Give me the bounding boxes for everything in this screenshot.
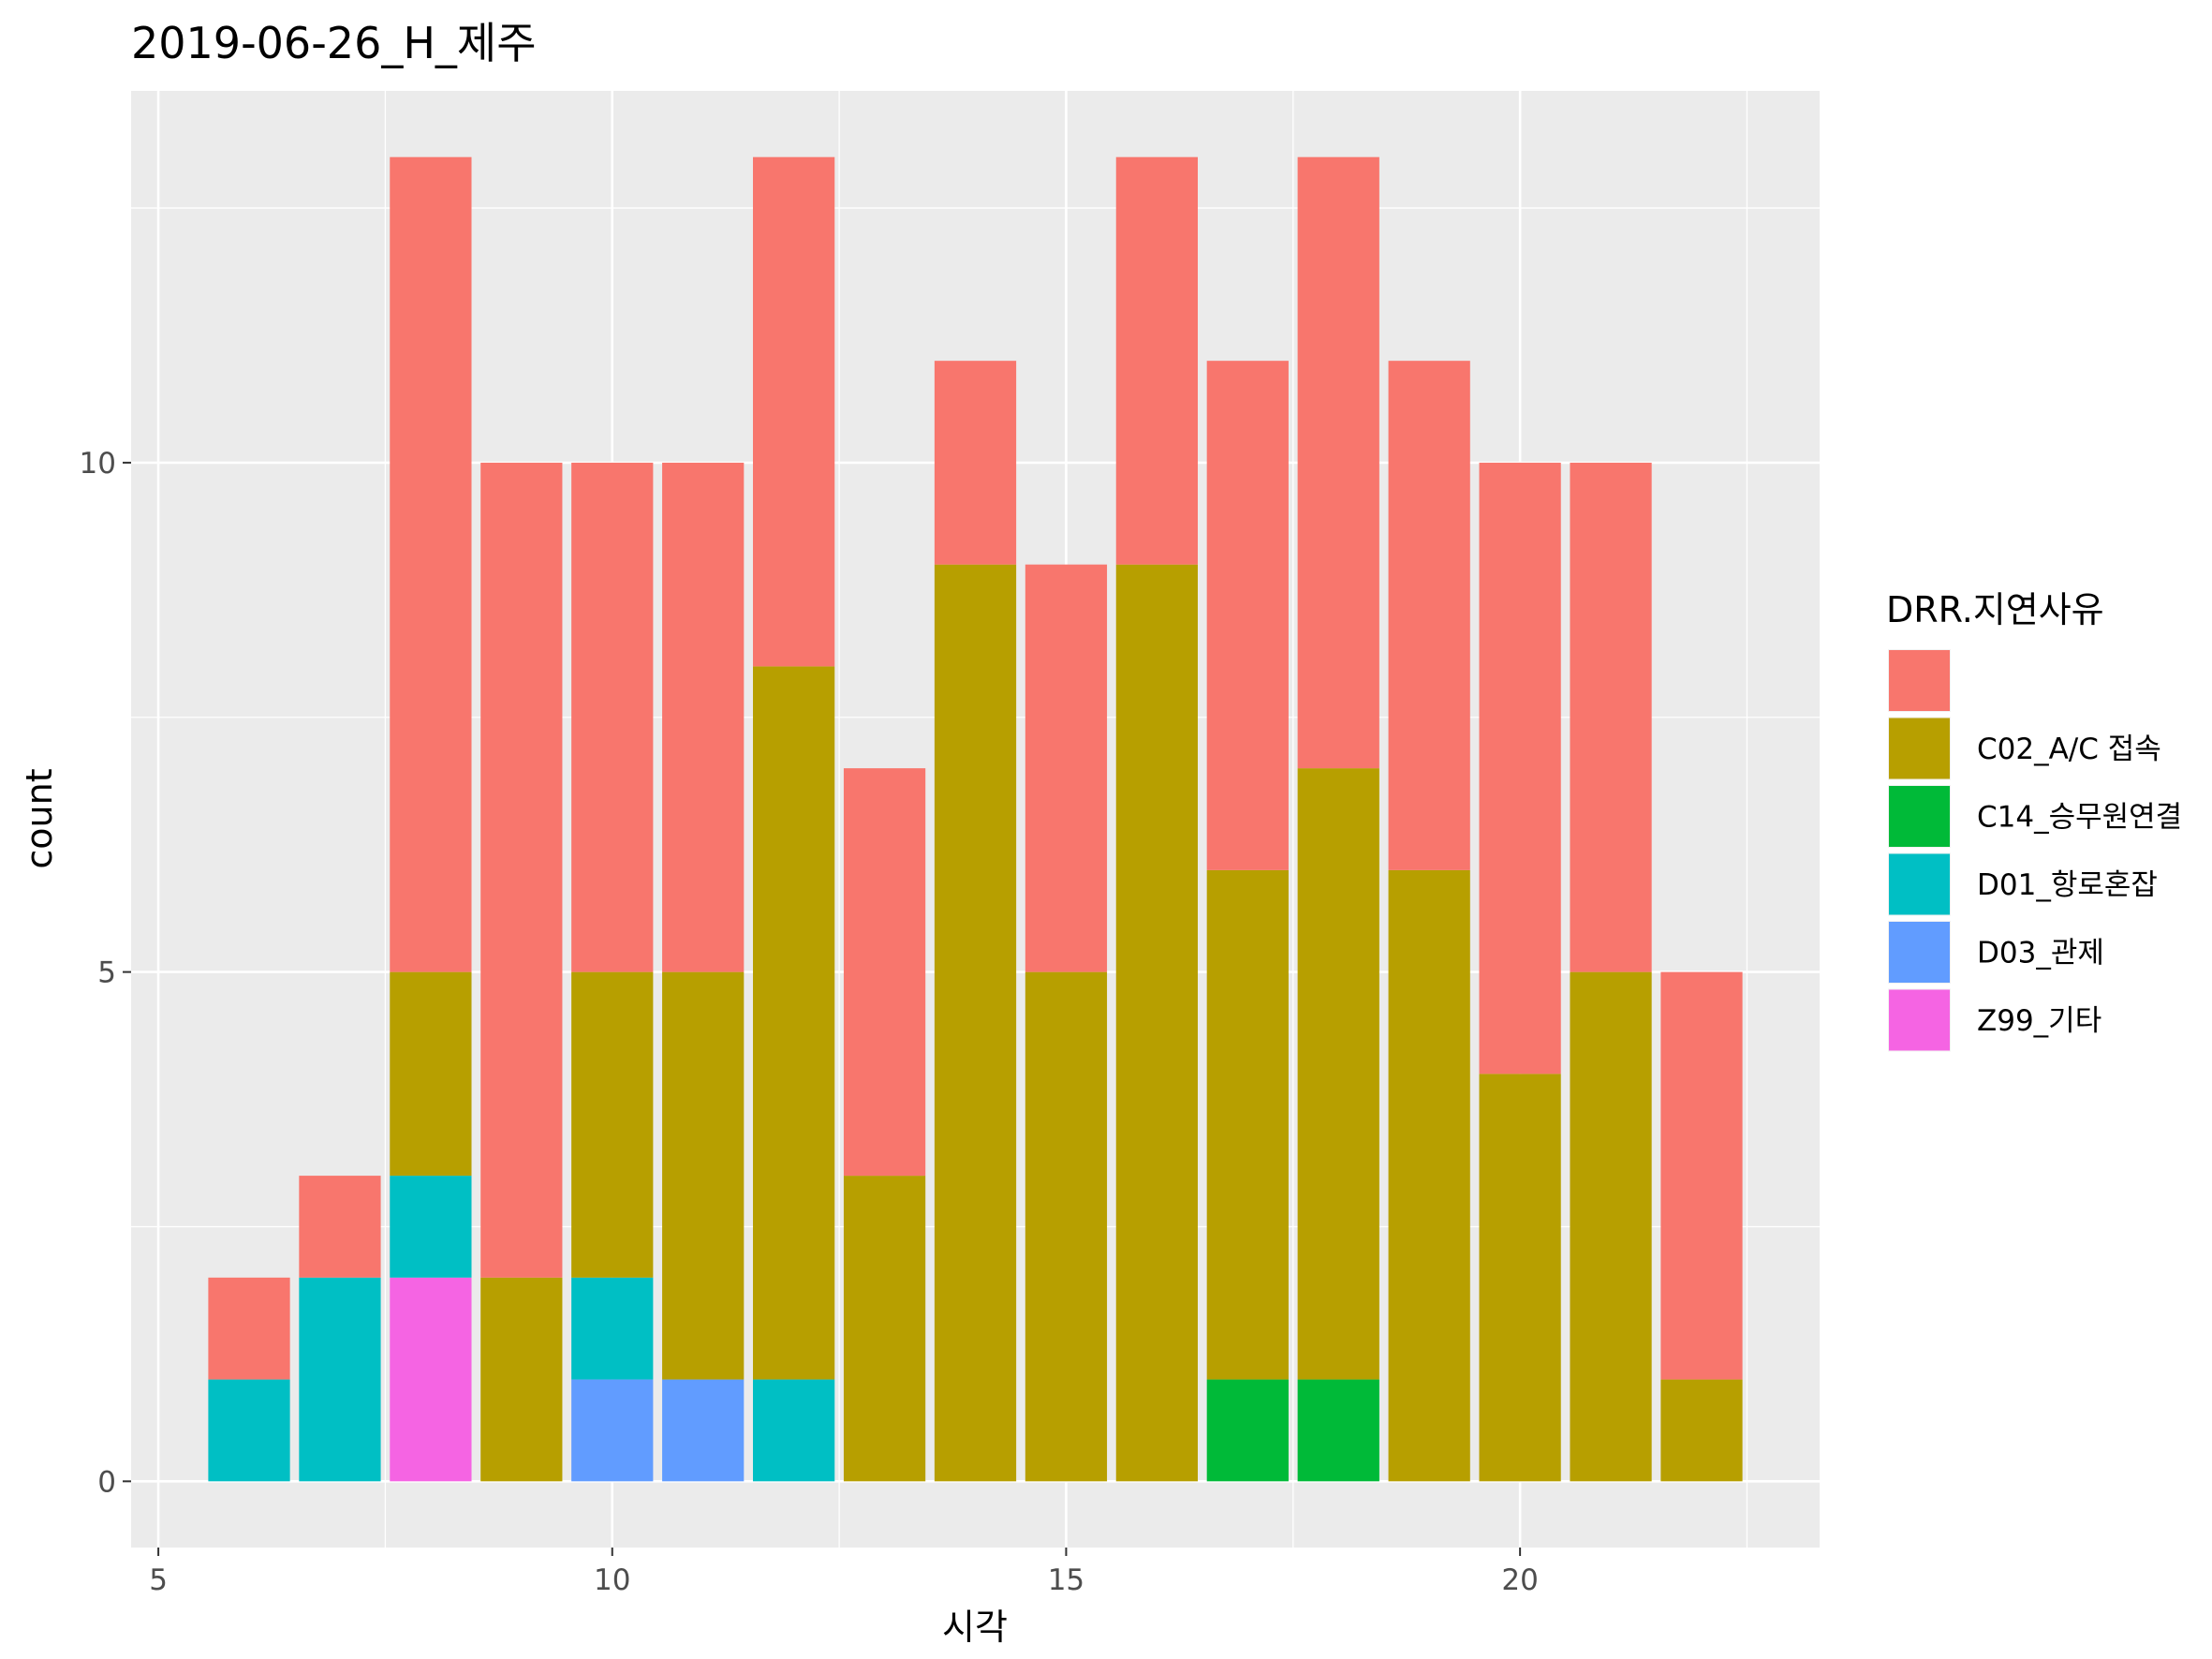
bar-segment <box>1479 462 1561 1074</box>
bar-segment <box>571 1277 654 1380</box>
bar-segment <box>662 462 745 972</box>
bar-segment <box>571 462 654 972</box>
bar-segment <box>753 156 835 667</box>
bar-segment <box>390 156 472 972</box>
bar-segment <box>480 1277 563 1482</box>
legend: DRR.지연사유 C02_A/C 접속 C14_승무원연결 D01_항로혼잡 D03_… <box>1886 589 2182 1052</box>
bar-segment <box>1206 1379 1289 1482</box>
bar-segment <box>1388 361 1470 870</box>
bar-segment <box>480 462 563 1278</box>
x-axis: 5 10 15 20 <box>149 1548 1539 1597</box>
bar-segment <box>1025 564 1108 972</box>
bar-segment <box>1297 768 1379 1380</box>
y-tick-label: 10 <box>80 447 116 481</box>
y-axis: 0 5 10 <box>80 447 131 1499</box>
bar-segment <box>1570 462 1652 972</box>
bar-segment <box>1115 564 1198 1482</box>
bar-segment <box>1660 1379 1743 1482</box>
legend-swatch <box>1889 718 1950 779</box>
legend-label: C14_승무원연결 <box>1977 801 2182 835</box>
legend-swatch <box>1889 989 1950 1051</box>
bar-segment <box>1025 971 1108 1482</box>
bar-segment <box>299 1176 381 1278</box>
y-tick-label: 5 <box>97 956 116 990</box>
bar-segment <box>1206 361 1289 870</box>
bar-segment <box>1297 156 1379 769</box>
y-tick-label: 0 <box>97 1465 116 1499</box>
legend-label: D03_관제 <box>1977 937 2104 970</box>
legend-label: Z99_기타 <box>1977 1004 2101 1038</box>
legend-swatch <box>1889 650 1950 711</box>
bar-segment <box>934 564 1017 1482</box>
legend-label: D01_항로혼잡 <box>1977 868 2158 902</box>
bar-segment <box>571 971 654 1278</box>
bar-segment <box>390 1176 472 1278</box>
bar-segment <box>299 1277 381 1482</box>
legend-title: DRR.지연사유 <box>1886 589 2104 630</box>
x-tick-label: 15 <box>1048 1563 1084 1597</box>
bar-segment <box>1570 971 1652 1482</box>
bar-segment <box>934 361 1017 565</box>
bar-segment <box>843 1176 926 1482</box>
y-axis-title: count <box>19 768 60 868</box>
bar-segment <box>208 1379 290 1482</box>
bar-segment <box>208 1277 290 1380</box>
bar-segment <box>1660 971 1743 1380</box>
x-tick-label: 5 <box>149 1563 168 1597</box>
bar-segment <box>571 1379 654 1482</box>
bar-segment <box>1388 869 1470 1482</box>
bar-segment <box>753 1379 835 1482</box>
chart-title: 2019-06-26_H_제주 <box>131 18 537 68</box>
legend-swatch <box>1889 853 1950 915</box>
bar-segment <box>1206 869 1289 1380</box>
legend-swatch <box>1889 922 1950 983</box>
bar-segment <box>662 971 745 1380</box>
bar-segment <box>1115 156 1198 565</box>
bar-segment <box>662 1379 745 1482</box>
bar-segment <box>1297 1379 1379 1482</box>
x-axis-title: 시각 <box>942 1607 1008 1648</box>
bar-segment <box>390 1277 472 1482</box>
legend-label: C02_A/C 접속 <box>1977 733 2161 766</box>
bar-segment <box>753 666 835 1380</box>
x-tick-label: 10 <box>594 1563 630 1597</box>
x-tick-label: 20 <box>1501 1563 1538 1597</box>
bar-stacks <box>208 156 1743 1482</box>
legend-swatch <box>1889 786 1950 847</box>
bar-segment <box>1479 1074 1561 1482</box>
bar-segment <box>390 971 472 1177</box>
bar-segment <box>843 768 926 1177</box>
